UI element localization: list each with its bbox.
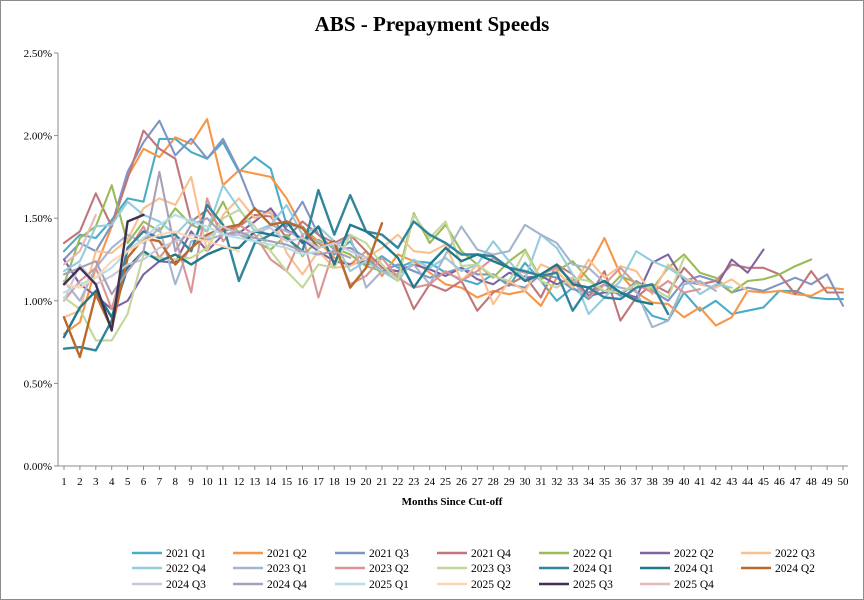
x-tick-label: 29 bbox=[504, 476, 516, 488]
legend-entry: 2024 Q2 bbox=[775, 563, 815, 575]
x-tick-label: 48 bbox=[806, 476, 818, 488]
series-line-2025-q3 bbox=[62, 213, 145, 332]
x-tick-label: 1 bbox=[61, 476, 67, 488]
x-tick-label: 4 bbox=[109, 476, 115, 488]
x-tick-label: 41 bbox=[694, 476, 705, 488]
legend-entry: 2023 Q3 bbox=[471, 563, 511, 575]
x-tick-label: 34 bbox=[583, 476, 595, 488]
y-tick-label: 2.00% bbox=[24, 131, 52, 143]
x-tick-label: 28 bbox=[488, 476, 500, 488]
x-tick-label: 2 bbox=[77, 476, 83, 488]
x-tick-label: 16 bbox=[297, 476, 309, 488]
series-line-2024-q3 bbox=[62, 225, 368, 302]
legend-entry: 2024 Q1 bbox=[573, 563, 613, 575]
x-tick-label: 25 bbox=[440, 476, 452, 488]
x-tick-label: 13 bbox=[249, 476, 261, 488]
x-tick-label: 31 bbox=[535, 476, 546, 488]
y-tick-label: 0.50% bbox=[24, 378, 52, 390]
series-line-2024-q1 bbox=[62, 220, 654, 339]
legend-entry: 2025 Q3 bbox=[573, 579, 613, 591]
x-tick-label: 38 bbox=[647, 476, 659, 488]
x-tick-label: 10 bbox=[202, 476, 214, 488]
x-tick-label: 35 bbox=[599, 476, 611, 488]
legend: 2021 Q1 2021 Q2 2021 Q3 2021 Q4 2022 Q1 2022 … bbox=[132, 548, 815, 591]
x-tick-label: 49 bbox=[822, 476, 834, 488]
legend-entry: 2021 Q3 bbox=[369, 548, 409, 560]
legend-entry: 2022 Q1 bbox=[573, 548, 613, 560]
x-tick-label: 39 bbox=[663, 476, 675, 488]
x-tick-label: 47 bbox=[790, 476, 802, 488]
legend-entry: 2025 Q2 bbox=[471, 579, 511, 591]
x-tick-label: 43 bbox=[726, 476, 738, 488]
chart-title: ABS - Prepayment Speeds bbox=[315, 12, 550, 36]
x-tick-label: 11 bbox=[218, 476, 229, 488]
series-line-2025-q1 bbox=[62, 213, 320, 294]
y-tick-label: 1.00% bbox=[24, 296, 52, 308]
x-tick-label: 17 bbox=[313, 476, 325, 488]
x-tick-label: 46 bbox=[774, 476, 786, 488]
x-tick-label: 33 bbox=[567, 476, 579, 488]
x-tick-label: 45 bbox=[758, 476, 770, 488]
x-tick-label: 5 bbox=[125, 476, 131, 488]
x-tick-label: 12 bbox=[233, 476, 244, 488]
x-tick-label: 42 bbox=[710, 476, 721, 488]
x-tick-label: 3 bbox=[93, 476, 99, 488]
legend-entry: 2022 Q3 bbox=[775, 548, 815, 560]
x-tick-label: 7 bbox=[157, 476, 163, 488]
legend-entry: 2023 Q1 bbox=[267, 563, 307, 575]
x-tick-label: 32 bbox=[551, 476, 562, 488]
series-line-2024-q4 bbox=[62, 170, 352, 296]
series-line-2021-q2 bbox=[62, 118, 845, 335]
x-tick-label: 37 bbox=[631, 476, 643, 488]
legend-entry: 2024 Q3 bbox=[166, 579, 206, 591]
legend-entry: 2025 Q1 bbox=[369, 579, 409, 591]
legend-entry: 2021 Q2 bbox=[267, 548, 307, 560]
x-axis: 1 2 3 4 5 6 7 8 9 10 11 12 13 14 15 16 17 18 19 20 21 22 23 24 2… bbox=[58, 465, 850, 488]
x-axis-label: Months Since Cut-off bbox=[402, 496, 503, 508]
x-tick-label: 22 bbox=[392, 476, 403, 488]
x-tick-label: 8 bbox=[173, 476, 179, 488]
x-tick-label: 40 bbox=[679, 476, 691, 488]
x-tick-label: 24 bbox=[424, 476, 436, 488]
plot-area bbox=[62, 118, 845, 359]
x-tick-label: 26 bbox=[456, 476, 468, 488]
x-tick-label: 23 bbox=[408, 476, 420, 488]
series-line-2024-q1 bbox=[62, 188, 670, 352]
x-tick-label: 19 bbox=[345, 476, 357, 488]
series-line-2022-q3 bbox=[62, 175, 749, 319]
series-line-2025-q4 bbox=[62, 213, 97, 266]
y-axis: 0.00% 0.50% 1.00% 1.50% 2.00% 2.50% bbox=[24, 48, 59, 473]
x-tick-label: 50 bbox=[838, 476, 850, 488]
legend-entry: 2022 Q4 bbox=[166, 563, 206, 575]
series-line-2021-q3 bbox=[62, 119, 845, 307]
series-line-2024-q2 bbox=[62, 207, 384, 359]
x-tick-label: 30 bbox=[520, 476, 532, 488]
y-tick-label: 0.00% bbox=[24, 461, 52, 473]
series-line-2025-q2 bbox=[62, 230, 240, 289]
legend-entry: 2023 Q2 bbox=[369, 563, 409, 575]
x-tick-label: 6 bbox=[141, 476, 147, 488]
legend-entry: 2021 Q1 bbox=[166, 548, 206, 560]
x-tick-label: 36 bbox=[615, 476, 627, 488]
x-tick-label: 44 bbox=[742, 476, 754, 488]
y-tick-label: 2.50% bbox=[24, 48, 52, 60]
series-line-2021-q4 bbox=[62, 129, 845, 322]
legend-entry: 2021 Q4 bbox=[471, 548, 511, 560]
legend-entry: 2022 Q2 bbox=[674, 548, 714, 560]
x-tick-label: 15 bbox=[281, 476, 293, 488]
x-tick-label: 14 bbox=[265, 476, 277, 488]
x-tick-label: 21 bbox=[376, 476, 387, 488]
legend-entry: 2025 Q4 bbox=[674, 579, 714, 591]
x-tick-label: 20 bbox=[361, 476, 373, 488]
x-tick-label: 18 bbox=[329, 476, 341, 488]
x-tick-label: 9 bbox=[188, 476, 194, 488]
y-tick-label: 1.50% bbox=[24, 213, 52, 225]
legend-entry: 2024 Q1 bbox=[674, 563, 714, 575]
legend-entry: 2024 Q4 bbox=[267, 579, 307, 591]
x-tick-label: 27 bbox=[472, 476, 484, 488]
